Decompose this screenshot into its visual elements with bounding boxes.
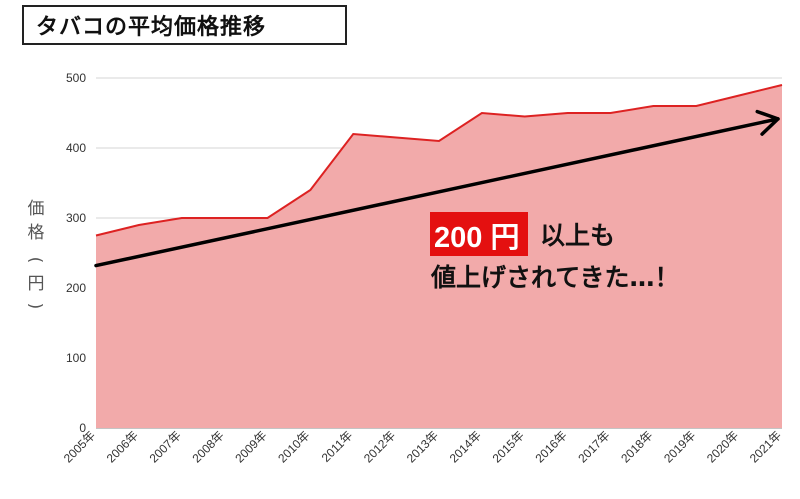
chart-title: タバコの平均価格推移 [36,15,267,40]
x-tick-13: 2018年 [618,428,655,465]
x-tick-12: 2017年 [575,428,612,465]
y-tick-100: 100 [66,351,86,365]
annotation-line1-rest: 以上も [540,221,616,250]
x-tick-3: 2008年 [189,428,226,465]
x-tick-6: 2011年 [319,428,356,465]
y-label-char-3: 円 [28,274,45,294]
annotation-highlight-text: 200 円 [434,222,520,254]
y-tick-400: 400 [66,141,86,155]
y-tick-300: 300 [66,211,86,225]
y-label-char-2: ( [25,257,45,264]
x-tick-16: 2021年 [747,428,784,465]
x-tick-4: 2009年 [232,428,269,465]
y-label-char-0: 価 [28,199,45,219]
trend-arrow-shaft [94,117,780,268]
y-label-char-4: ) [25,303,45,310]
x-tick-14: 2019年 [661,428,698,465]
x-tick-2: 2007年 [147,428,184,465]
annotation-highlight-box [430,212,528,256]
annotation-line2: 値上げされてきた…！ [431,263,680,292]
x-tick-labels: 2005年 2006年 2007年 2008年 2009年 2010年 2011年 2012年… [61,428,784,465]
x-tick-10: 2015年 [490,428,527,465]
x-tick-9: 2014年 [447,428,484,465]
x-tick-15: 2020年 [704,428,741,465]
y-tick-labels: 0 100 200 300 400 500 [66,71,86,435]
x-tick-8: 2013年 [404,428,441,465]
x-tick-5: 2010年 [275,428,312,465]
x-tick-11: 2016年 [532,428,569,465]
y-axis-label: 価格 ( 円) [25,199,45,309]
trend-arrow-head [755,109,780,136]
y-tick-0: 0 [79,421,86,435]
x-tick-7: 2012年 [361,428,398,465]
trend-arrow [94,109,780,268]
y-label-char-1: 格 [28,223,45,243]
area-fill [96,85,782,428]
y-tick-200: 200 [66,281,86,295]
y-tick-500: 500 [66,71,86,85]
x-tick-1: 2006年 [104,428,141,465]
chart-title-box: タバコの平均価格推移 [22,5,347,45]
area-series [95,84,783,428]
